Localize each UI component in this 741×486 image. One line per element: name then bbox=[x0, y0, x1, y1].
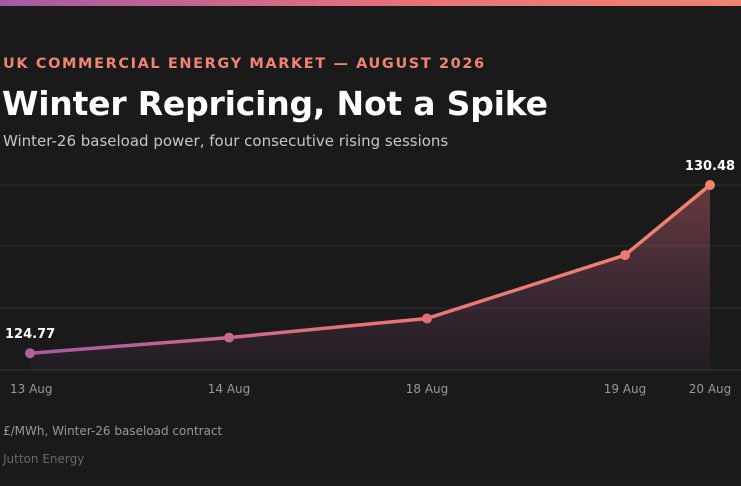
accent-bar bbox=[0, 0, 741, 6]
data-point bbox=[25, 348, 35, 359]
x-tick-label: 19 Aug bbox=[604, 382, 647, 396]
chart-subtitle: Winter-26 baseload power, four consecuti… bbox=[3, 132, 449, 150]
data-label: 124.77 bbox=[5, 327, 55, 342]
x-tick-label: 14 Aug bbox=[208, 382, 251, 396]
unit-note: £/MWh, Winter-26 baseload contract bbox=[3, 424, 223, 438]
x-tick-label: 20 Aug bbox=[689, 382, 732, 396]
chart-kicker: UK COMMERCIAL ENERGY MARKET — AUGUST 202… bbox=[3, 56, 486, 72]
data-point bbox=[224, 332, 234, 343]
data-point bbox=[620, 250, 630, 261]
x-tick-label: 18 Aug bbox=[406, 382, 449, 396]
x-tick-label: 13 Aug bbox=[10, 382, 53, 396]
data-point bbox=[422, 313, 432, 324]
data-point bbox=[705, 180, 715, 190]
source-credit: Jutton Energy bbox=[3, 452, 85, 466]
data-label: 130.48 bbox=[685, 159, 735, 174]
chart-title: Winter Repricing, Not a Spike bbox=[2, 84, 548, 123]
area-fill bbox=[30, 185, 710, 370]
